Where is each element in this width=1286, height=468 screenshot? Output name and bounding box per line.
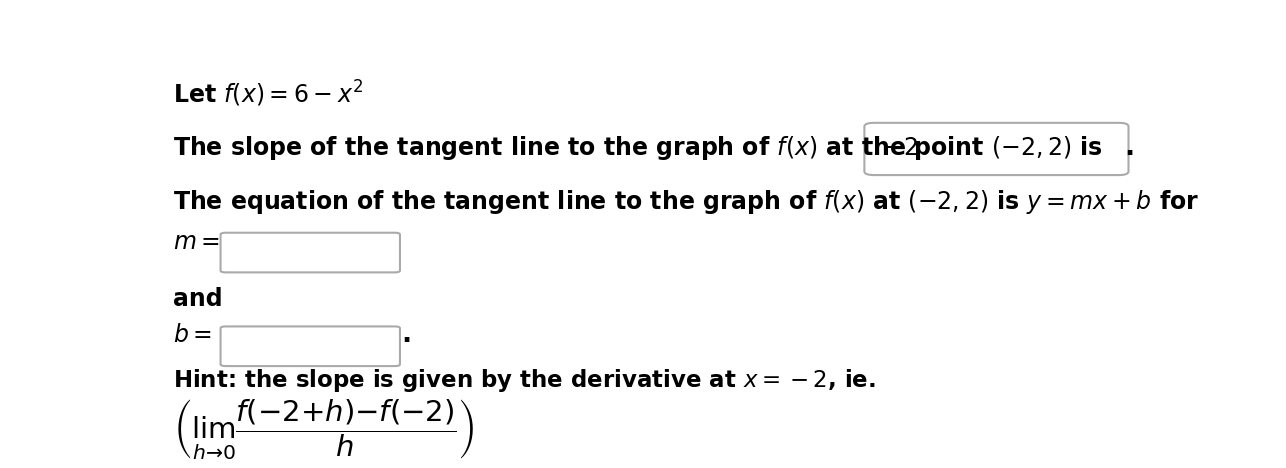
Text: .: . <box>401 322 412 349</box>
FancyBboxPatch shape <box>221 233 400 272</box>
Text: The slope of the tangent line to the graph of $f(x)$ at the point $(-2, 2)$ is: The slope of the tangent line to the gra… <box>172 134 1102 162</box>
Text: .: . <box>1124 135 1134 161</box>
Text: $b =$: $b =$ <box>172 323 212 347</box>
FancyBboxPatch shape <box>864 123 1129 175</box>
Text: The equation of the tangent line to the graph of $f(x)$ at $(-2, 2)$ is $y = mx : The equation of the tangent line to the … <box>172 188 1199 216</box>
Text: $\left( \lim_{h \to 0} \dfrac{f(-2 + h) - f(-2)}{h} \right)$: $\left( \lim_{h \to 0} \dfrac{f(-2 + h) … <box>172 397 473 461</box>
Text: Hint: the slope is given by the derivative at $x = -2$, ie.: Hint: the slope is given by the derivati… <box>172 367 876 394</box>
FancyBboxPatch shape <box>221 327 400 366</box>
Text: Let $f(x) = 6 - x^2$: Let $f(x) = 6 - x^2$ <box>172 79 363 109</box>
Text: $m =$: $m =$ <box>172 230 220 254</box>
Text: $-2$: $-2$ <box>885 136 918 160</box>
Text: and: and <box>172 287 222 311</box>
